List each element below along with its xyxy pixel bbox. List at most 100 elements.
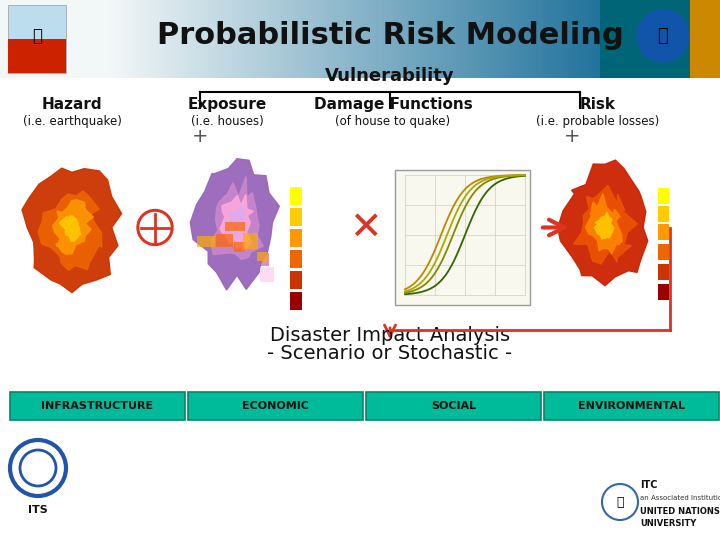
Bar xyxy=(1,0,2,78)
Bar xyxy=(567,0,568,78)
Bar xyxy=(333,0,334,78)
Bar xyxy=(175,0,176,78)
Bar xyxy=(592,0,593,78)
Bar xyxy=(423,0,424,78)
Polygon shape xyxy=(53,200,94,254)
Bar xyxy=(285,0,287,78)
Bar xyxy=(540,0,541,78)
Bar xyxy=(157,0,158,78)
Bar xyxy=(337,0,338,78)
Bar xyxy=(218,0,219,78)
Bar xyxy=(184,0,185,78)
Bar xyxy=(427,0,428,78)
Bar xyxy=(103,0,104,78)
Bar xyxy=(28,0,30,78)
Bar xyxy=(280,0,282,78)
Bar xyxy=(34,0,35,78)
Bar xyxy=(211,0,212,78)
Bar xyxy=(243,0,244,78)
Bar xyxy=(272,0,273,78)
Bar xyxy=(559,0,560,78)
Bar xyxy=(67,0,68,78)
Bar xyxy=(212,0,213,78)
Bar xyxy=(290,208,302,226)
Bar xyxy=(356,0,357,78)
Bar xyxy=(251,0,252,78)
Bar xyxy=(506,0,507,78)
Bar xyxy=(571,0,572,78)
Bar xyxy=(169,0,170,78)
Text: (i.e. probable losses): (i.e. probable losses) xyxy=(536,115,660,128)
Bar xyxy=(348,0,349,78)
Bar xyxy=(252,0,253,78)
Bar xyxy=(165,0,166,78)
Bar xyxy=(243,233,258,249)
Bar xyxy=(495,0,496,78)
Bar xyxy=(551,0,552,78)
Bar xyxy=(172,0,174,78)
Text: (i.e. earthquake): (i.e. earthquake) xyxy=(22,115,122,128)
Bar xyxy=(176,0,177,78)
Bar xyxy=(29,0,30,78)
Bar xyxy=(10,0,12,78)
Bar xyxy=(382,0,383,78)
Bar xyxy=(568,0,570,78)
Bar xyxy=(261,253,269,266)
Bar xyxy=(290,229,302,247)
Bar xyxy=(264,0,265,78)
Bar xyxy=(448,0,449,78)
Bar xyxy=(319,0,320,78)
Bar xyxy=(482,0,483,78)
Bar xyxy=(428,0,429,78)
Bar xyxy=(498,0,499,78)
Bar xyxy=(193,0,194,78)
Bar xyxy=(361,0,362,78)
Bar xyxy=(156,0,157,78)
Bar xyxy=(499,0,500,78)
Bar xyxy=(20,0,21,78)
Bar xyxy=(51,0,53,78)
Bar xyxy=(95,0,96,78)
Text: Exposure: Exposure xyxy=(187,97,266,112)
Bar xyxy=(545,0,546,78)
Bar xyxy=(297,0,298,78)
Bar xyxy=(500,0,501,78)
Bar xyxy=(369,0,370,78)
Bar xyxy=(347,0,348,78)
Bar xyxy=(393,0,395,78)
Bar xyxy=(180,0,181,78)
Text: UNIVERSITY: UNIVERSITY xyxy=(640,519,696,529)
Bar xyxy=(397,0,398,78)
Bar xyxy=(88,0,89,78)
Bar xyxy=(198,0,199,78)
Bar xyxy=(158,0,159,78)
Bar xyxy=(59,0,60,78)
Bar xyxy=(5,0,6,78)
Bar xyxy=(591,0,593,78)
Bar xyxy=(474,0,475,78)
Bar xyxy=(516,0,517,78)
Bar xyxy=(247,0,248,78)
Bar xyxy=(464,0,465,78)
Bar xyxy=(358,0,359,78)
Bar xyxy=(520,0,521,78)
Bar xyxy=(563,0,564,78)
Bar xyxy=(306,0,307,78)
Bar xyxy=(458,0,459,78)
Bar xyxy=(100,0,102,78)
Bar xyxy=(459,0,460,78)
Bar xyxy=(475,0,476,78)
Bar xyxy=(556,0,557,78)
Bar xyxy=(658,224,669,240)
Bar xyxy=(357,0,359,78)
Bar xyxy=(365,0,366,78)
Bar xyxy=(300,0,301,78)
Bar xyxy=(253,0,254,78)
Bar xyxy=(13,0,14,78)
Bar xyxy=(219,0,220,78)
Bar xyxy=(206,0,207,78)
Bar xyxy=(65,0,66,78)
Bar xyxy=(71,0,72,78)
Bar xyxy=(546,0,547,78)
Bar xyxy=(400,0,401,78)
